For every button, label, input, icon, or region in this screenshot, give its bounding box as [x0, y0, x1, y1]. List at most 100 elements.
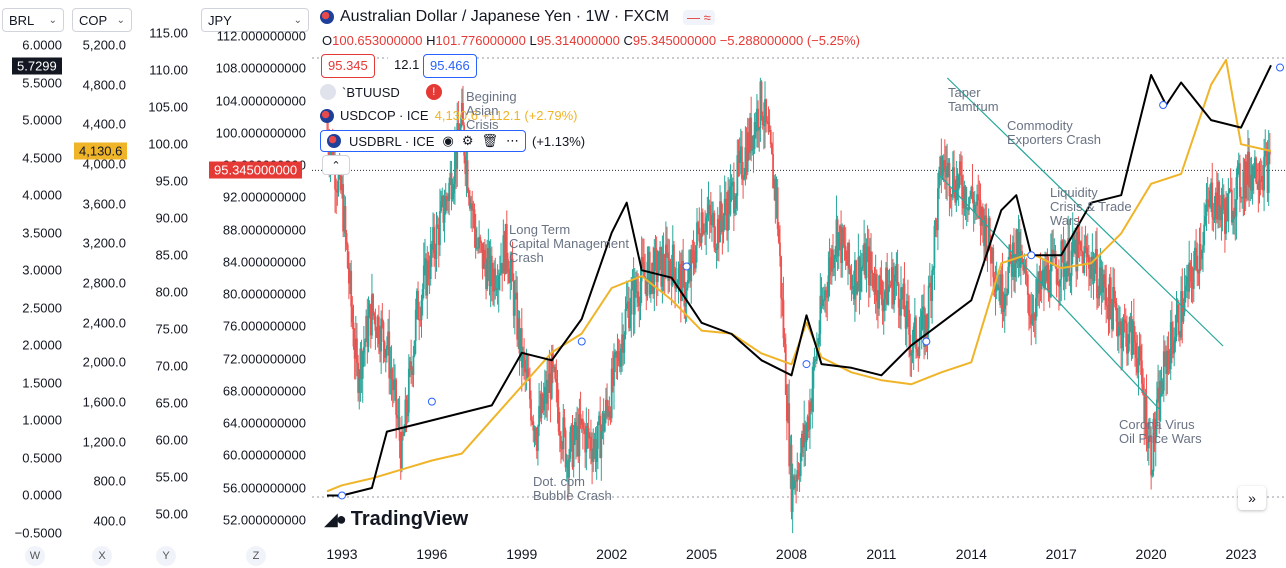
candle-body: [532, 421, 535, 431]
axis-tick-label: 80.00: [155, 284, 188, 300]
annotation-ltcm[interactable]: Long Term Capital Management Crash: [509, 222, 629, 265]
line-anchor-point: [802, 360, 811, 369]
brl-axis-selector[interactable]: BRL ⌄: [2, 8, 64, 32]
candle-body: [621, 334, 623, 349]
candle-body: [880, 279, 883, 300]
candle-body: [345, 233, 348, 245]
candle-body: [1122, 319, 1125, 338]
symbol-placeholder-icon: [320, 84, 336, 100]
candle-body: [1015, 229, 1018, 264]
candle-body: [745, 147, 748, 173]
candle-body: [857, 257, 860, 284]
candle-body: [498, 273, 501, 276]
candle-body: [1136, 358, 1139, 373]
candle-body: [815, 346, 818, 361]
more-icon[interactable]: ⋯: [506, 133, 519, 148]
candle-body: [373, 313, 376, 316]
annotation-taper[interactable]: Taper Tamtrum: [948, 85, 999, 114]
candle-body: [603, 417, 606, 432]
annotation-corona[interactable]: Corona Virus Oil Price Wars: [1119, 417, 1202, 446]
trash-icon[interactable]: 🗑: [481, 133, 498, 148]
candle-body: [984, 215, 987, 247]
scroll-to-latest-button[interactable]: »: [1238, 486, 1266, 510]
collapse-legend-button[interactable]: ⌃: [322, 155, 350, 175]
tradingview-logo[interactable]: ◢● TradingView: [324, 508, 468, 531]
candle-body: [673, 244, 675, 269]
sell-price-button[interactable]: 95.345: [321, 54, 375, 78]
candle-body: [653, 247, 656, 294]
candle-body: [1023, 266, 1026, 271]
candle-body: [563, 417, 566, 431]
candle-body: [1120, 321, 1123, 349]
candle-body: [593, 438, 596, 449]
candle-body: [1026, 274, 1029, 295]
candle-body: [1258, 179, 1261, 190]
axis-tick-label: 5.5000: [22, 75, 62, 91]
candle-body: [1156, 399, 1158, 428]
candle-body: [517, 318, 520, 340]
us-flag-icon: [327, 134, 341, 148]
candle-body: [897, 283, 900, 308]
compare-toggle-icon[interactable]: — ≈: [683, 9, 715, 25]
eye-icon[interactable]: ◉: [442, 133, 454, 148]
axis-letter-w[interactable]: W: [25, 546, 45, 566]
candle-body: [912, 326, 915, 348]
btu-price-axis[interactable]: 115.00 110.00 105.00 100.00 95.00 90.00 85.00 8…: [130, 0, 192, 545]
axis-letter-y[interactable]: Y: [156, 546, 176, 566]
candle-body: [555, 378, 558, 383]
candle-body: [639, 281, 642, 307]
candle-body: [1098, 278, 1101, 299]
settings-icon[interactable]: ⚙: [461, 133, 474, 148]
candle-body: [1232, 219, 1234, 223]
candle-body: [860, 267, 863, 270]
price-chart-pane[interactable]: [312, 0, 1286, 545]
candle-body: [1010, 254, 1013, 277]
candle-body: [575, 422, 577, 441]
candle-body: [666, 244, 668, 253]
line-anchor-point: [337, 491, 346, 500]
candle-body: [526, 368, 529, 378]
annotation-commodity[interactable]: Commodity Exporters Crash: [1007, 118, 1101, 147]
series-legend-usdbrl[interactable]: USDBRL · ICE ◉ ⚙ 🗑 ⋯ (+1.13%): [320, 130, 585, 152]
annotation-asian-crisis[interactable]: Begining Asian Crisis: [466, 89, 517, 132]
jpy-price-axis[interactable]: 112.000000000 108.000000000 104.000000000 1…: [196, 0, 310, 545]
axis-tick-label: 68.000000000: [222, 383, 306, 399]
series-legend-btuusd[interactable]: `BTUUSD !: [320, 84, 442, 100]
candle-body: [762, 124, 765, 127]
candle-body: [783, 338, 786, 345]
brl-price-axis[interactable]: 6.0000 5.5000 5.0000 4.5000 4.0000 3.5000 3.00…: [0, 0, 66, 545]
cop-price-axis[interactable]: 5,200.0 4,800.0 4,400.0 4,000.0 3,600.0 3,200…: [66, 0, 130, 545]
annotation-dotcom[interactable]: Dot. com Bubble Crash: [533, 474, 612, 503]
candle-body: [1233, 207, 1236, 220]
axis-tick-label: 50.00: [155, 506, 188, 522]
axis-letter-x[interactable]: X: [92, 546, 112, 566]
series-legend-usdcop[interactable]: USDCOP · ICE 4,130.6 +112.1 (+2.79%): [320, 108, 577, 123]
candle-body: [430, 244, 433, 250]
candle-body: [834, 248, 837, 259]
candle-body: [713, 213, 716, 248]
candle-body: [938, 170, 940, 189]
candle-body: [1139, 345, 1142, 361]
axis-letter-z[interactable]: Z: [246, 546, 266, 566]
symbol-title[interactable]: Australian Dollar / Japanese Yen · 1W · …: [340, 8, 670, 25]
candle-body: [1130, 316, 1133, 355]
candle-body: [1251, 166, 1254, 191]
candle-body: [1064, 263, 1067, 282]
cop-axis-selector[interactable]: COP ⌄: [72, 8, 132, 32]
candle-body: [428, 277, 431, 279]
candle-body: [928, 283, 931, 286]
candle-body: [1235, 177, 1238, 217]
candle-body: [1255, 157, 1257, 182]
candle-body: [706, 215, 709, 218]
annotation-liquidity[interactable]: Liquidity Crisis & Trade Wars: [1050, 185, 1132, 228]
candle-body: [722, 215, 725, 233]
candle-body: [599, 415, 602, 458]
candle-body: [1121, 337, 1124, 349]
jpy-axis-selector[interactable]: JPY ⌄: [201, 8, 309, 32]
buy-price-button[interactable]: 95.466: [423, 54, 477, 78]
candle-body: [865, 252, 868, 278]
candle-body: [902, 283, 905, 300]
warning-icon[interactable]: !: [425, 84, 442, 100]
candle-body: [1075, 239, 1078, 272]
candle-body: [1266, 153, 1269, 193]
